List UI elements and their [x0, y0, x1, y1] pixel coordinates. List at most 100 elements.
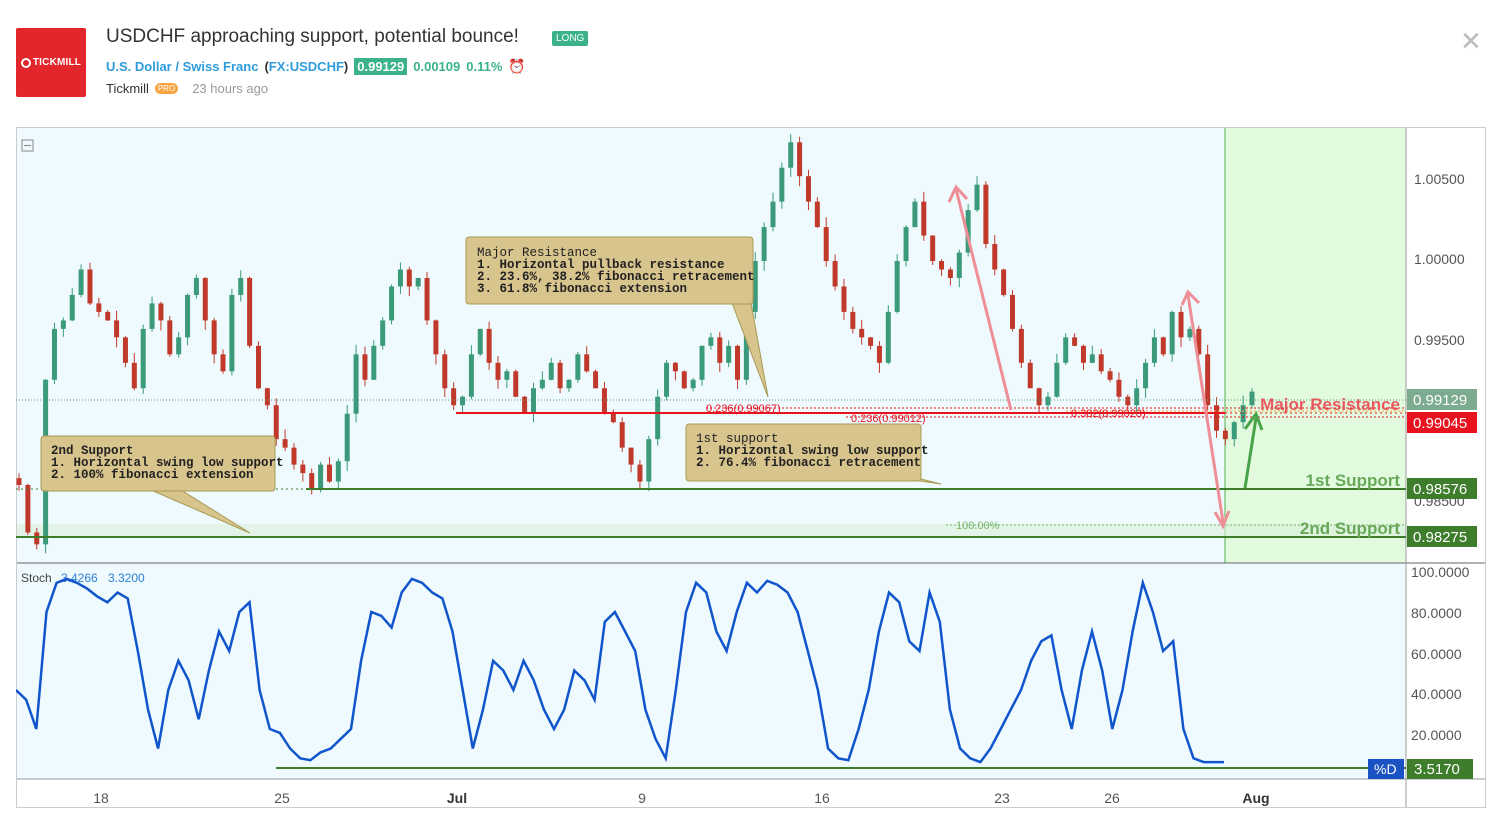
logo-ring-icon: [20, 57, 31, 68]
candle-body: [1089, 354, 1095, 363]
candle-body: [468, 354, 474, 397]
candle-body: [1231, 422, 1237, 440]
candle-body: [921, 201, 927, 236]
stoch-tick-3: 60.0000: [1411, 646, 1462, 662]
candle-body: [140, 328, 146, 389]
candle-body: [1080, 345, 1086, 363]
candle-body: [655, 396, 661, 440]
candle-body: [380, 320, 386, 346]
candle-body: [832, 261, 838, 287]
1st-support-callout[interactable]: 1st support 1. Horizontal swing low supp…: [685, 423, 942, 485]
major-resistance-note-2: 1. Horizontal pullback resistance: [477, 258, 725, 272]
stoch-d-badge-text: %D: [1374, 761, 1397, 777]
candle-body: [442, 354, 448, 389]
candle-body: [433, 320, 439, 355]
current-price-tag-text: 0.99129: [1413, 392, 1467, 409]
candle-body: [149, 303, 155, 329]
tickmill-logo[interactable]: TICKMILL: [16, 28, 86, 97]
stoch-value-2: 3.3200: [108, 571, 145, 585]
collapse-pane-icon[interactable]: [21, 139, 34, 152]
down-arrow-2-shaft: [1186, 294, 1225, 523]
current-price-tag: [1407, 389, 1477, 410]
candle-body: [947, 269, 953, 278]
candle-body: [1098, 354, 1104, 372]
symbol-code-wrapper: (FX:USDCHF): [264, 59, 348, 74]
candle-body: [1160, 337, 1166, 355]
candle-body: [726, 345, 732, 363]
candle-body: [965, 210, 971, 253]
author-name-link[interactable]: Tickmill: [106, 81, 149, 96]
candle-body: [1134, 388, 1140, 406]
down-arrow-2-head: [1213, 510, 1231, 530]
candle-body: [522, 396, 528, 414]
time-tick-4: 9: [638, 790, 646, 806]
candle-body: [131, 362, 137, 389]
candle-body: [1001, 269, 1007, 295]
stoch-d-line: [16, 577, 1224, 764]
candle-body: [876, 345, 882, 363]
price-chart[interactable]: 0.236(0.99067) 0.236(0.99012) 0.382(0.99…: [16, 127, 1486, 808]
candle-body: [593, 371, 599, 389]
candle-body: [1249, 391, 1255, 406]
1st-support-note-1: 1st support: [696, 432, 779, 446]
candle-body: [1187, 328, 1193, 338]
price-change: 0.00109: [413, 59, 461, 74]
candle-body: [735, 345, 741, 380]
pro-badge: PRO: [154, 83, 179, 94]
candle-body: [779, 167, 785, 202]
candle-body: [610, 413, 616, 423]
candle-body: [628, 447, 634, 465]
candle-body: [371, 345, 377, 380]
candle-body: [983, 184, 989, 245]
alarm-clock-icon[interactable]: ⏰: [508, 58, 526, 74]
candle-body: [335, 461, 341, 482]
candle-body: [282, 439, 288, 448]
stoch-current-tag: [1407, 759, 1473, 779]
candle-body: [956, 252, 962, 278]
candle-body: [699, 345, 705, 380]
candle-body: [894, 261, 900, 312]
2nd-support-callout[interactable]: 2nd Support 1. Horizontal swing low supp…: [40, 435, 284, 534]
candle-body: [1054, 362, 1060, 397]
logo-text: TICKMILL: [32, 57, 82, 68]
stoch-d-badge: [1368, 759, 1404, 779]
candle-body: [1125, 396, 1131, 406]
stoch-current-tag-text: 3.5170: [1414, 761, 1460, 778]
candle-body: [566, 379, 572, 389]
candle-body: [557, 362, 563, 389]
stoch-tick-2: 80.0000: [1411, 605, 1462, 621]
major-resistance-label: Major Resistance: [1260, 395, 1400, 414]
symbol-name-link[interactable]: U.S. Dollar / Swiss Franc: [106, 59, 259, 74]
1st-support-note-3: 2. 76.4% fibonacci retracement: [696, 456, 921, 470]
candle-body: [539, 379, 545, 389]
candle-body: [637, 464, 643, 482]
candle-body: [903, 227, 909, 262]
candle-body: [176, 337, 182, 355]
candle-body: [575, 354, 581, 380]
candle-body: [51, 328, 57, 380]
candle-body: [504, 371, 510, 380]
major-resistance-note-3: 2. 23.6%, 38.2% fibonacci retracement: [477, 270, 755, 284]
candle-body: [788, 142, 794, 168]
candle-body: [939, 261, 945, 270]
candle-body: [185, 294, 191, 338]
author-line: Tickmill PRO 23 hours ago: [106, 81, 268, 96]
projection-zone: [1225, 127, 1406, 563]
candle-body: [797, 142, 803, 177]
candle-body: [690, 379, 696, 389]
price-tick-3: 0.99500: [1414, 332, 1465, 348]
close-icon[interactable]: ✕: [1460, 26, 1482, 56]
candle-body: [264, 388, 270, 406]
candle-body: [406, 269, 412, 287]
candle-body: [850, 311, 856, 329]
2nd-support-note-3: 2. 100% fibonacci extension: [51, 468, 254, 482]
candle-body: [256, 345, 262, 389]
chart-border: [16, 127, 1486, 808]
candle-body: [548, 362, 554, 380]
candle-body: [344, 413, 350, 462]
major-resistance-note-4: 3. 61.8% fibonacci extension: [477, 282, 687, 296]
major-resistance-callout[interactable]: Major Resistance 1. Horizontal pullback …: [465, 236, 769, 398]
candle-body: [1205, 354, 1211, 406]
candle-body: [202, 277, 208, 321]
symbol-code-link[interactable]: FX:USDCHF: [268, 59, 344, 74]
